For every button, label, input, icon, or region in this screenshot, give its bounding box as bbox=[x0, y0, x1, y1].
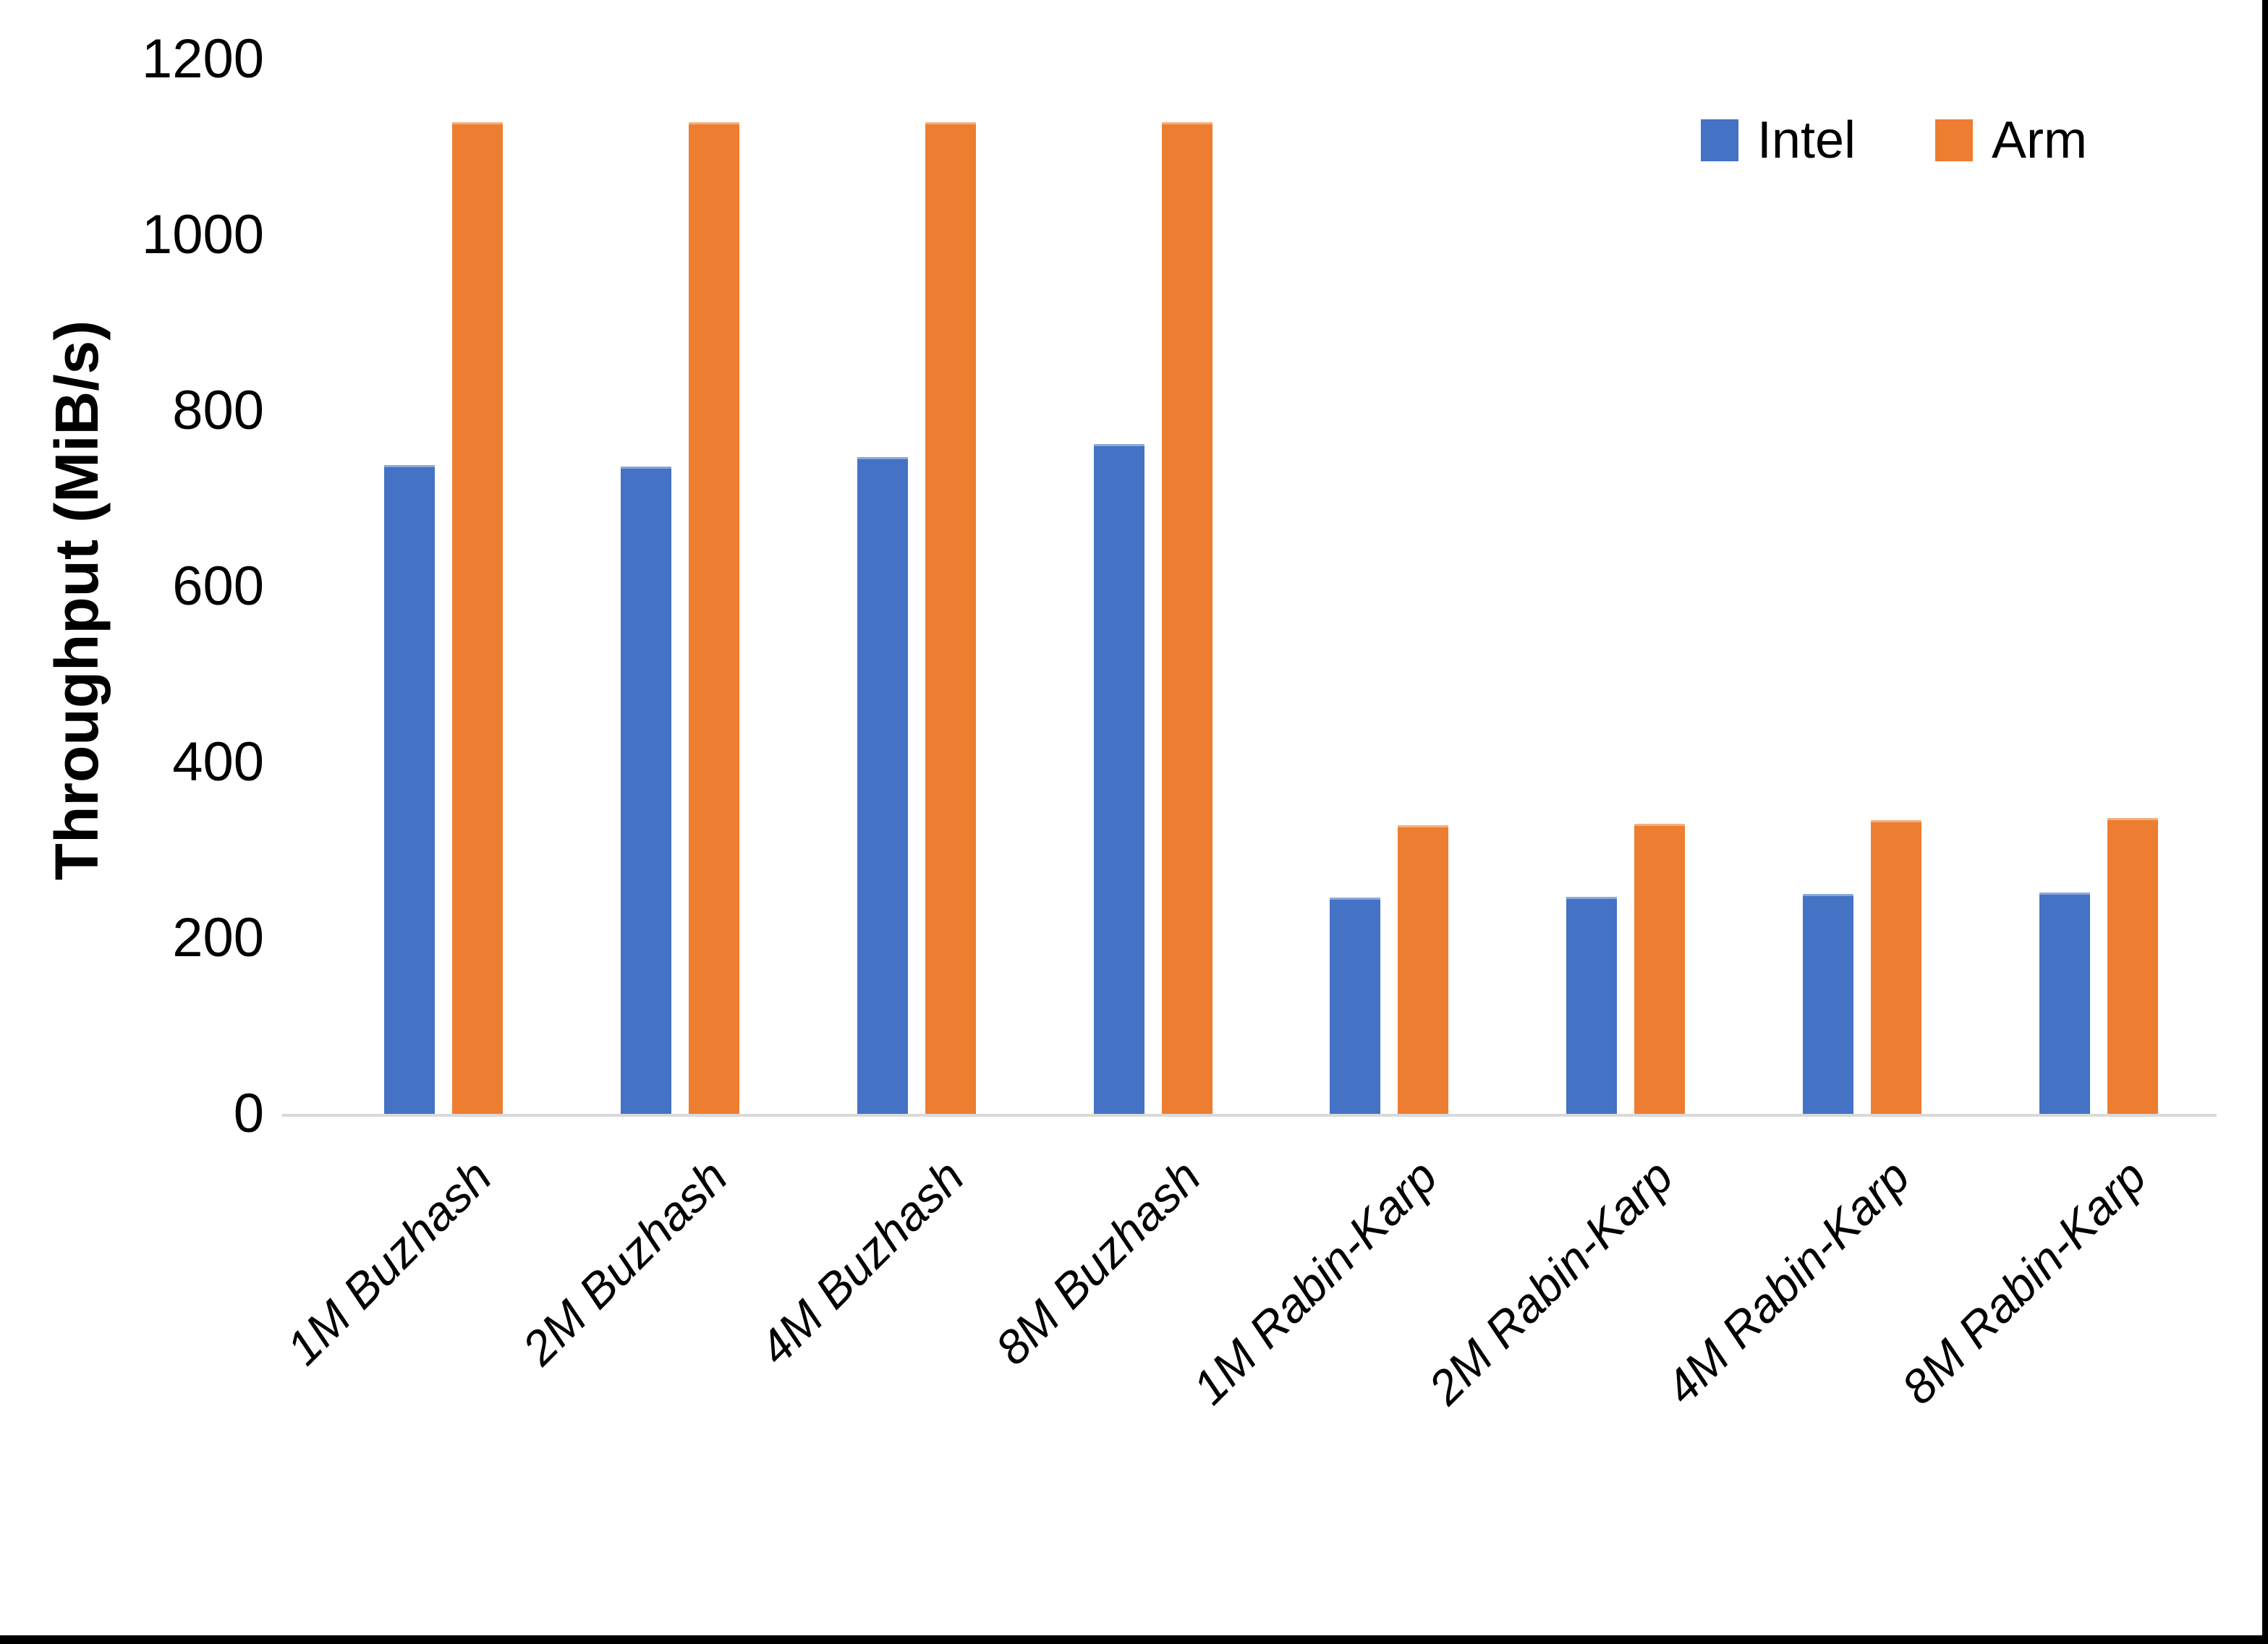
y-tick-label: 200 bbox=[172, 907, 264, 968]
x-axis-baseline bbox=[282, 1114, 2217, 1117]
y-tick-label: 0 bbox=[233, 1083, 264, 1144]
intel-bar[interactable] bbox=[1802, 894, 1853, 1114]
x-category-label: 4M Buzhash bbox=[748, 1149, 974, 1375]
intel-bar[interactable] bbox=[2039, 892, 2090, 1114]
arm-bar[interactable] bbox=[452, 122, 504, 1114]
legend-label: Arm bbox=[1992, 111, 2087, 169]
intel-bar[interactable] bbox=[621, 466, 672, 1114]
arm-legend-swatch-icon bbox=[1935, 119, 1974, 161]
x-category-label: 1M Buzhash bbox=[276, 1149, 501, 1375]
x-category-label: 2M Rabin-Karp bbox=[1418, 1149, 1683, 1415]
category-slot bbox=[1035, 59, 1271, 1114]
legend-item-intel[interactable]: Intel bbox=[1700, 111, 1856, 169]
plot-area bbox=[326, 59, 2217, 1114]
category-slot bbox=[1271, 59, 1508, 1114]
arm-bar[interactable] bbox=[1634, 824, 1686, 1114]
category-slot bbox=[1980, 59, 2217, 1114]
y-tick-label: 600 bbox=[172, 555, 264, 617]
arm-bar[interactable] bbox=[1398, 825, 1449, 1114]
legend-label: Intel bbox=[1757, 111, 1856, 169]
intel-bar[interactable] bbox=[857, 457, 908, 1114]
arm-bar[interactable] bbox=[1870, 820, 1921, 1114]
x-category-label: 8M Buzhash bbox=[985, 1149, 1211, 1375]
y-tick-label: 400 bbox=[172, 731, 264, 793]
arm-bar[interactable] bbox=[925, 122, 976, 1114]
arm-bar[interactable] bbox=[1161, 122, 1212, 1114]
y-tick-label: 1000 bbox=[141, 204, 264, 265]
legend-item-arm[interactable]: Arm bbox=[1935, 114, 2087, 166]
category-slot bbox=[326, 59, 562, 1114]
category-slot bbox=[799, 59, 1035, 1114]
arm-bar[interactable] bbox=[2107, 817, 2158, 1114]
x-category-label: 1M Rabin-Karp bbox=[1181, 1149, 1447, 1415]
intel-bar[interactable] bbox=[1566, 896, 1618, 1114]
category-slot bbox=[1508, 59, 1744, 1114]
x-category-label: 4M Rabin-Karp bbox=[1655, 1149, 1920, 1415]
legend: Intel Arm bbox=[1700, 111, 2087, 169]
screen-edge-right bbox=[2262, 0, 2268, 1644]
intel-legend-swatch-icon bbox=[1700, 119, 1738, 161]
x-category-label: 2M Buzhash bbox=[511, 1149, 738, 1375]
y-tick-label: 800 bbox=[172, 380, 264, 441]
screen-edge-bottom bbox=[0, 1635, 2268, 1644]
intel-bar[interactable] bbox=[384, 465, 436, 1114]
arm-bar[interactable] bbox=[689, 122, 740, 1114]
category-slot bbox=[1744, 59, 1981, 1114]
y-tick-label: 1200 bbox=[141, 28, 264, 90]
intel-bar[interactable] bbox=[1093, 444, 1144, 1114]
category-slot bbox=[562, 59, 799, 1114]
intel-bar[interactable] bbox=[1330, 898, 1381, 1114]
x-category-label: 8M Rabin-Karp bbox=[1890, 1149, 2157, 1415]
